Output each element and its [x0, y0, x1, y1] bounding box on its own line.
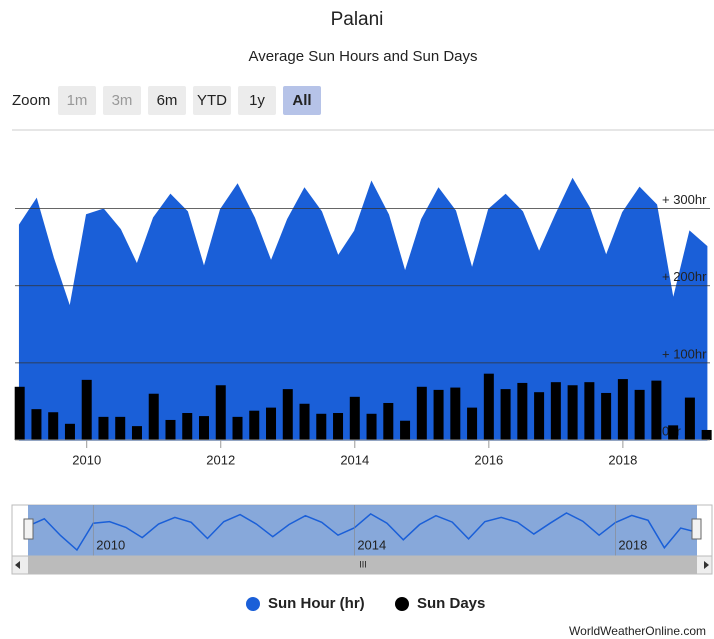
bar [316, 413, 327, 440]
chart-title: Palani [331, 9, 384, 30]
bar [165, 419, 176, 440]
bar [299, 403, 310, 440]
bar [31, 409, 42, 440]
bar [416, 386, 427, 440]
bar [534, 392, 545, 440]
navigator-tick-label: 2018 [618, 537, 647, 552]
bar [634, 389, 645, 440]
bar [81, 379, 92, 440]
bar [115, 416, 126, 440]
bar [266, 407, 277, 440]
navigator-tick-label: 2010 [96, 537, 125, 552]
legend-label[interactable]: Sun Hour (hr) [268, 595, 365, 612]
navigator-mask [28, 505, 697, 556]
navigator-line [27, 512, 698, 552]
zoom-label: Zoom [12, 92, 50, 109]
area [18, 177, 708, 441]
bar [333, 413, 344, 440]
y-tick-label: + 200hr [662, 269, 707, 284]
bar [701, 429, 712, 440]
bar [500, 389, 511, 440]
bar [517, 382, 528, 440]
bar [215, 385, 226, 440]
bar [584, 382, 595, 440]
bar [550, 382, 561, 440]
navigator-series: 2010 2014 2018 [27, 505, 698, 556]
zoom-button-label[interactable]: 3m [112, 92, 133, 109]
legend-marker[interactable] [395, 597, 409, 611]
navigator-tick-label: 2014 [357, 537, 386, 552]
x-tick-label: 2010 [72, 452, 101, 467]
zoom-buttons: 1m 3m 6m YTD 1y All [58, 86, 321, 115]
bar [366, 413, 377, 440]
bar [198, 416, 209, 440]
x-tick-label: 2016 [474, 452, 503, 467]
chart-subtitle: Average Sun Hours and Sun Days [248, 48, 477, 65]
zoom-button[interactable] [238, 86, 276, 115]
navigator-handle[interactable] [691, 518, 702, 540]
bar [282, 389, 293, 440]
zoom-button[interactable] [103, 86, 141, 115]
legend-marker[interactable] [246, 597, 260, 611]
bar [400, 420, 411, 440]
x-tick-label: 2014 [340, 452, 369, 467]
zoom-button-label[interactable]: All [292, 92, 311, 109]
bar [651, 380, 662, 440]
bar [668, 425, 679, 440]
bar [450, 387, 461, 440]
zoom-button[interactable] [148, 86, 186, 115]
bar [601, 392, 612, 440]
bar [483, 373, 494, 440]
zoom-button-label[interactable]: 1y [249, 92, 265, 109]
navigator-handle[interactable] [23, 518, 34, 540]
bar [467, 407, 478, 440]
bar [131, 426, 142, 440]
y-tick-label: + 100hr [662, 346, 707, 361]
bar [567, 385, 578, 440]
x-tick-label: 2018 [608, 452, 637, 467]
bar [48, 412, 59, 440]
zoom-button[interactable] [283, 86, 321, 115]
bar [684, 397, 695, 440]
bar [98, 416, 109, 440]
plot: 0hr+ 100hr+ 200hr+ 300hr2010201220142016… [14, 177, 712, 467]
legend: Sun Hour (hr) Sun Days [246, 595, 485, 612]
legend-label[interactable]: Sun Days [417, 595, 485, 612]
bar [433, 389, 444, 440]
bar [148, 393, 159, 440]
bar [617, 379, 628, 440]
zoom-button[interactable] [193, 86, 231, 115]
bar [64, 423, 75, 440]
bar [383, 402, 394, 440]
zoom-button-label[interactable]: 1m [67, 92, 88, 109]
bar [14, 386, 25, 440]
zoom-button-label[interactable]: YTD [197, 92, 227, 109]
zoom-button-label[interactable]: 6m [157, 92, 178, 109]
credit: WorldWeatherOnline.com [569, 624, 706, 638]
y-tick-label: + 300hr [662, 192, 707, 207]
zoom-button[interactable] [58, 86, 96, 115]
bar [249, 410, 260, 440]
scrollbar-thumb[interactable] [28, 556, 697, 574]
scrollbar-grip: III [359, 559, 367, 569]
bar [349, 396, 360, 440]
x-tick-label: 2012 [206, 452, 235, 467]
bar [232, 416, 243, 440]
bar [182, 413, 193, 440]
